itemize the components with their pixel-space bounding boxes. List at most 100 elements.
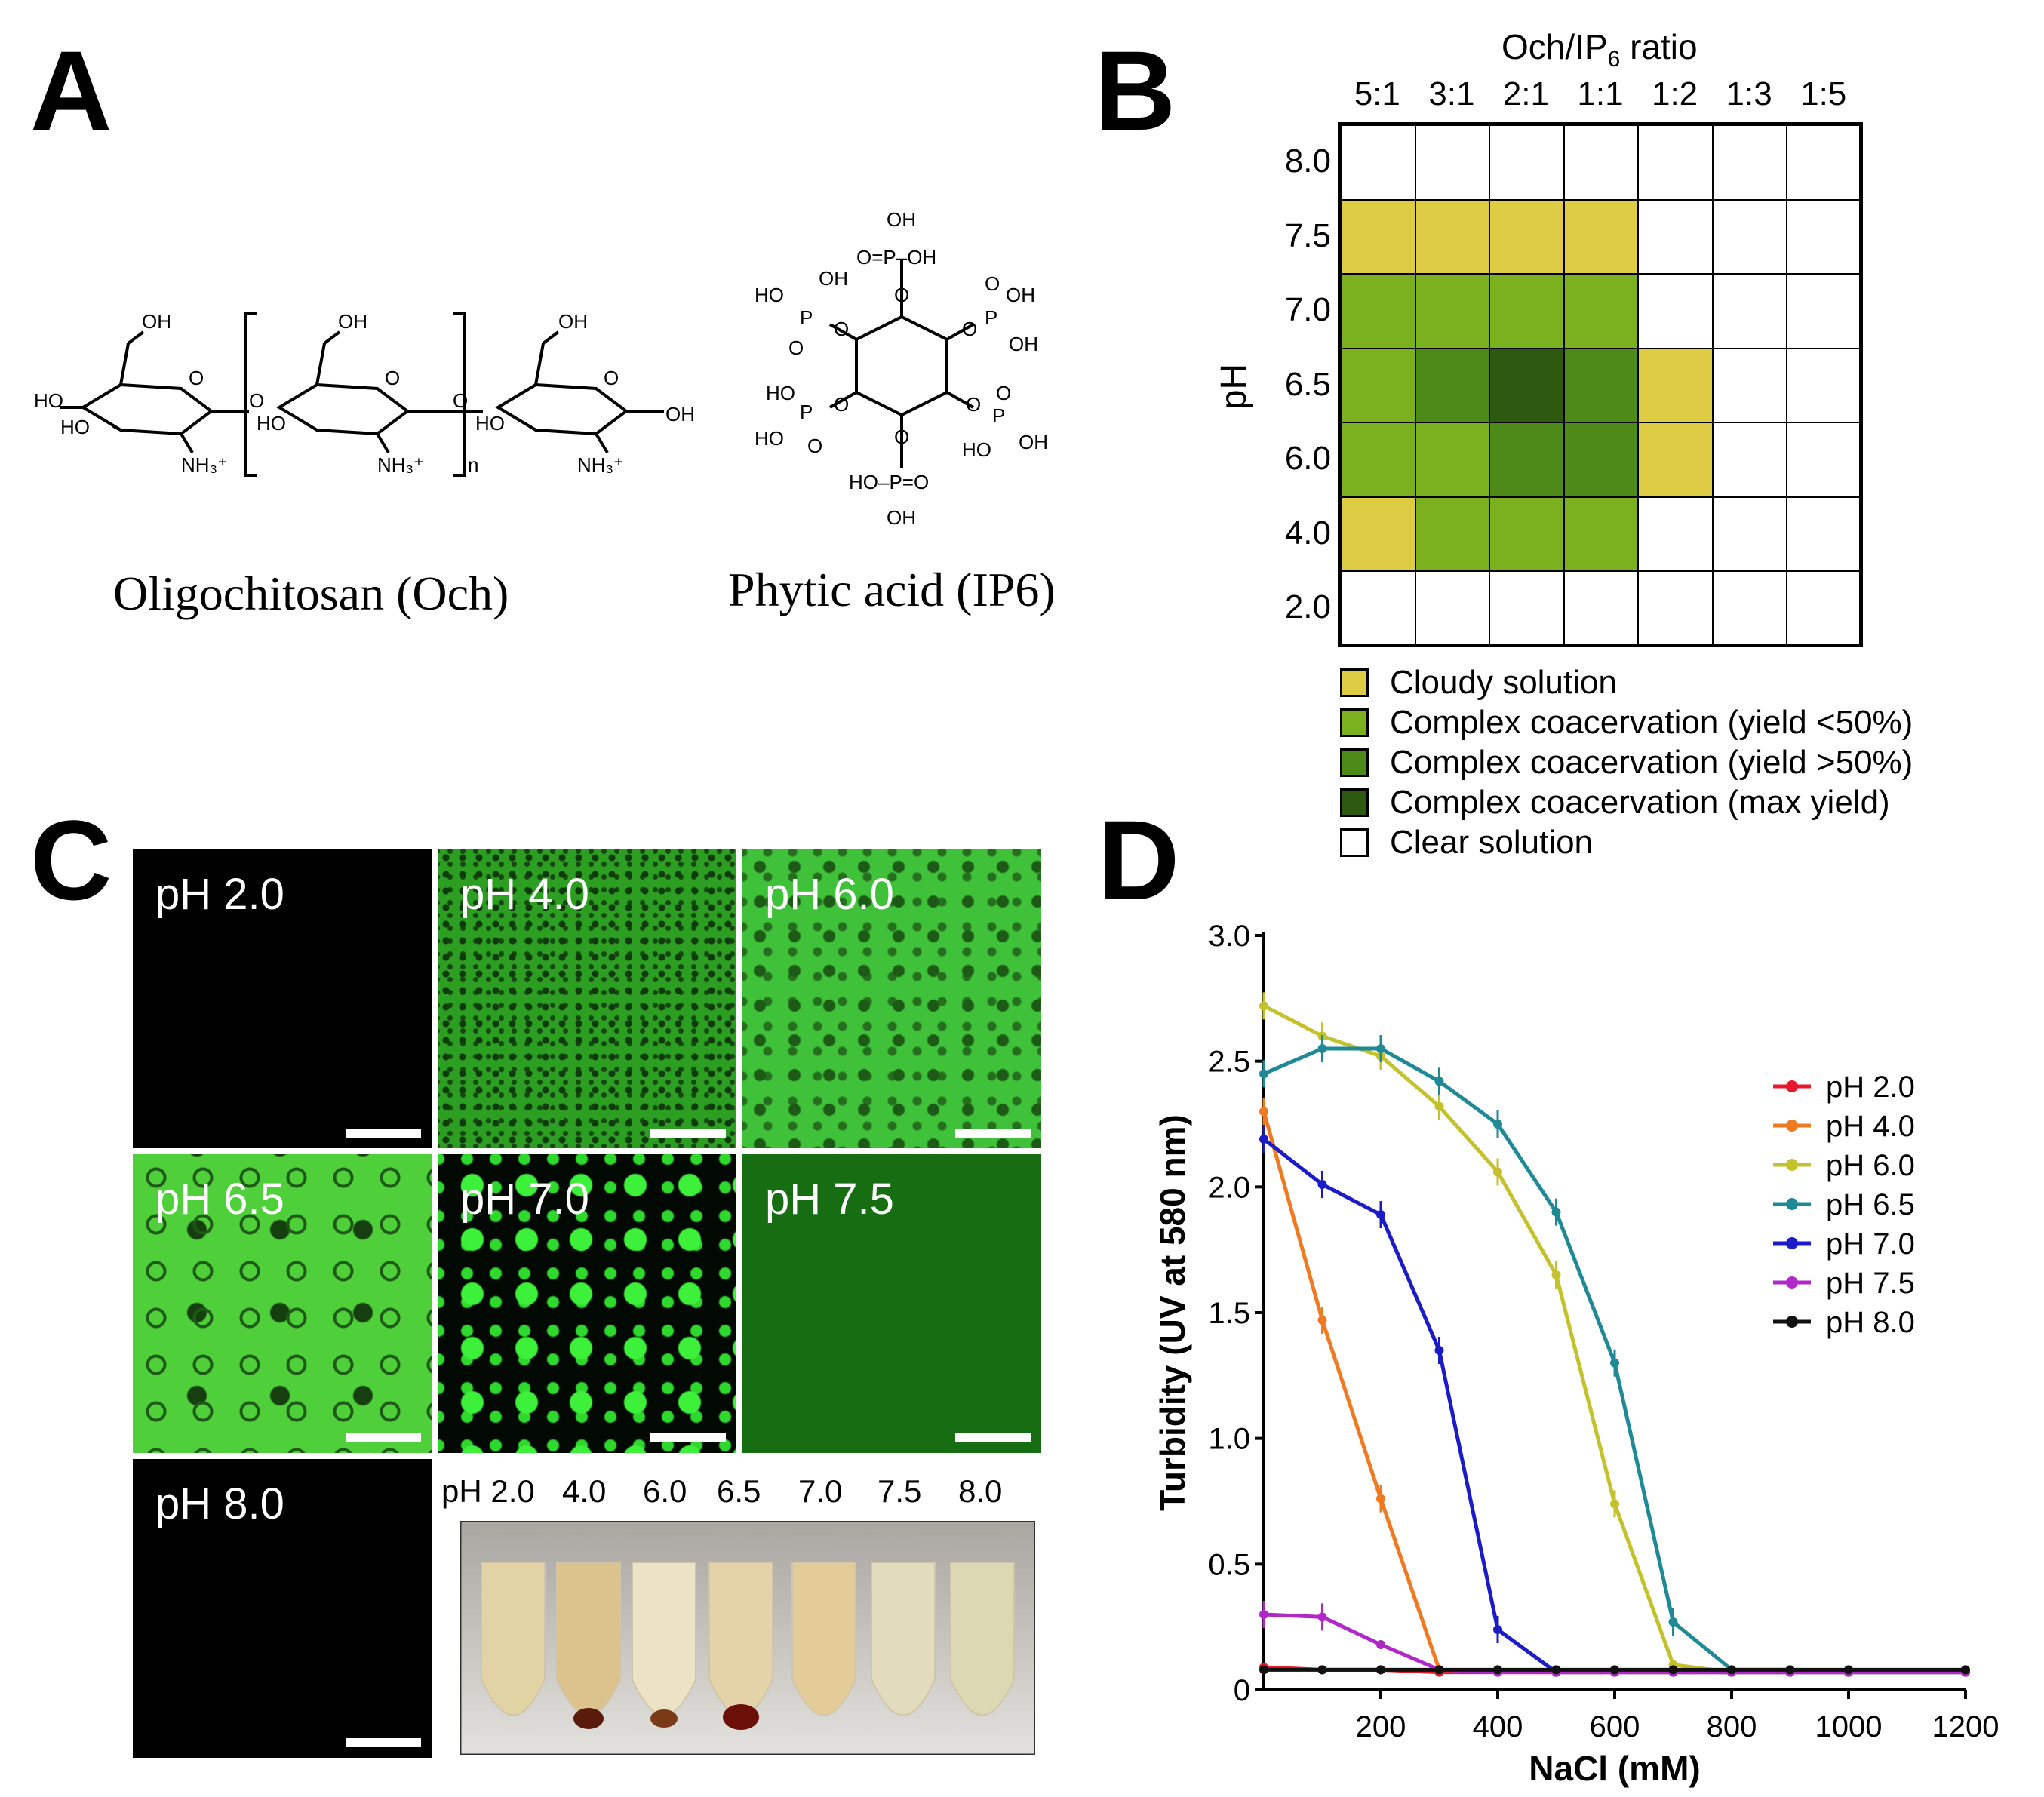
micrograph-label: pH 2.0 — [155, 870, 284, 919]
phase-cell — [1786, 496, 1862, 573]
data-point — [1668, 1665, 1678, 1675]
x-tick-label: 1000 — [1815, 1710, 1883, 1743]
phase-cell — [1489, 273, 1565, 349]
legend-item: Clear solution — [1340, 824, 1593, 862]
micrograph-ph-7-0: pH 7.0 — [438, 1154, 736, 1453]
x-axis-label: NaCl (mM) — [1529, 1749, 1700, 1788]
ph-row-label: 2.0 — [1284, 588, 1331, 626]
data-point — [1844, 1665, 1853, 1675]
phase-cell — [1489, 198, 1565, 275]
x-tick-label: 200 — [1356, 1710, 1406, 1743]
ph-row-label: 4.0 — [1284, 514, 1331, 551]
svg-text:OH: OH — [1019, 431, 1048, 453]
svg-text:O: O — [894, 284, 909, 306]
tube-label: 7.0 — [798, 1473, 843, 1509]
scale-bar — [346, 1738, 421, 1747]
x-tick-label: 400 — [1473, 1710, 1523, 1743]
y-axis-label: Turbidity (UV at 580 nm) — [1153, 1114, 1192, 1511]
svg-text:HO: HO — [766, 382, 795, 404]
svg-text:HO–P=O: HO–P=O — [849, 471, 929, 493]
tube — [791, 1562, 856, 1716]
phase-cell — [1340, 124, 1416, 201]
svg-text:OH: OH — [1009, 333, 1038, 355]
x-tick-label: 800 — [1707, 1710, 1757, 1743]
data-point — [1317, 1665, 1327, 1675]
scale-bar — [650, 1433, 726, 1442]
ratio-label: 2:1 — [1502, 75, 1549, 112]
svg-text:HO: HO — [60, 416, 90, 438]
data-point — [1317, 1180, 1327, 1189]
legend-label: Complex coacervation (yield >50%) — [1390, 744, 1913, 781]
svg-text:O: O — [604, 367, 619, 389]
micrograph-ph-2-0: pH 2.0 — [133, 849, 432, 1148]
y-tick-label: 1.5 — [1208, 1297, 1250, 1330]
phase-cell — [1489, 496, 1565, 573]
legend-marker — [1786, 1080, 1798, 1092]
ph-row-label: 7.0 — [1284, 291, 1331, 329]
svg-text:OH: OH — [1006, 284, 1035, 306]
legend-label: pH 8.0 — [1826, 1306, 1915, 1339]
tube — [481, 1562, 546, 1716]
legend-label: pH 4.0 — [1826, 1110, 1915, 1143]
svg-text:OH: OH — [142, 310, 171, 333]
data-point — [1259, 1107, 1268, 1117]
data-point — [1259, 1069, 1268, 1079]
phytic-acid-label: Phytic acid (IP6) — [728, 563, 1056, 616]
phase-cell — [1637, 347, 1714, 424]
phase-cell — [1711, 496, 1788, 573]
scale-bar — [650, 1129, 726, 1138]
data-point — [1551, 1270, 1561, 1279]
phase-cell — [1414, 496, 1491, 573]
data-point — [1551, 1665, 1561, 1675]
x-tick-label: 600 — [1590, 1710, 1640, 1743]
phase-cell — [1563, 198, 1640, 275]
scale-bar — [955, 1129, 1031, 1138]
data-point — [1259, 1135, 1268, 1144]
ph-row-label: 6.0 — [1284, 440, 1331, 478]
data-point — [1610, 1499, 1619, 1509]
svg-text:OH: OH — [338, 310, 367, 333]
tube — [871, 1562, 936, 1716]
svg-text:OH: OH — [819, 267, 848, 290]
ratio-label: 5:1 — [1354, 75, 1400, 112]
tube-label: 6.5 — [717, 1473, 761, 1509]
svg-text:NH₃⁺: NH₃⁺ — [377, 453, 424, 476]
turbidity-chart: 0 0.5 1.0 1.5 2.0 2.5 3.0 200 400 600 800 1000 1200 N… — [1153, 920, 1999, 1788]
y-tick-label: 2.5 — [1208, 1046, 1250, 1079]
scale-bar — [346, 1433, 421, 1442]
svg-text:P: P — [800, 401, 813, 423]
data-point — [1434, 1077, 1444, 1086]
ratio-label: 1:3 — [1726, 75, 1772, 112]
svg-text:O: O — [985, 272, 1000, 295]
data-point — [1259, 1001, 1268, 1011]
micrograph-label: pH 6.0 — [765, 870, 894, 919]
micrograph-ph-4-0: pH 4.0 — [438, 849, 736, 1148]
tube — [708, 1562, 773, 1730]
tube-label: 6.0 — [643, 1473, 687, 1509]
svg-text:HO: HO — [475, 412, 505, 435]
micrograph-label: pH 8.0 — [155, 1479, 284, 1528]
tube — [556, 1562, 621, 1729]
svg-text:NH₃⁺: NH₃⁺ — [577, 453, 624, 476]
phytic-acid-structure: OH O=P–OH O HO OH P O O O OH P O OH HO P… — [755, 208, 1048, 529]
legend-item: Complex coacervation (yield >50%) — [1340, 744, 1913, 782]
y-tick-label: 0 — [1234, 1674, 1250, 1707]
series-line — [1262, 1004, 1966, 1675]
legend-label: pH 7.0 — [1826, 1227, 1915, 1261]
ratio-label: 1:1 — [1577, 75, 1624, 112]
panel-label-b: B — [1094, 27, 1176, 154]
data-point — [1259, 1610, 1268, 1619]
legend-label: pH 7.5 — [1826, 1267, 1915, 1300]
tube — [950, 1562, 1015, 1716]
svg-text:HO: HO — [257, 412, 286, 435]
data-point — [1493, 1120, 1502, 1129]
legend-label: pH 6.0 — [1826, 1149, 1915, 1182]
phase-cell — [1489, 347, 1565, 424]
micrograph-label: pH 7.0 — [460, 1175, 589, 1224]
phase-cell — [1786, 198, 1862, 275]
data-point — [1434, 1665, 1444, 1675]
ph-row-label: 7.5 — [1284, 217, 1331, 254]
data-point — [1493, 1665, 1502, 1675]
panel-label-d: D — [1098, 797, 1180, 923]
legend-marker — [1786, 1159, 1798, 1171]
